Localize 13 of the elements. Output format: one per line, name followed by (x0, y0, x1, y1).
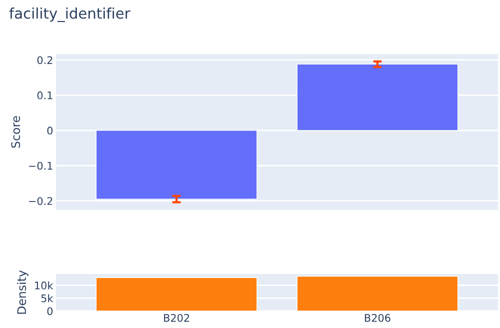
y-tick-label: 0 (47, 126, 53, 135)
x-tick-label: B202 (164, 314, 190, 322)
y-tick-label: 0.2 (37, 56, 52, 64)
y-axis-title: Density (16, 270, 28, 314)
y-axis-title: Score (11, 116, 20, 148)
y-tick-label: 5k (41, 294, 54, 302)
y-tick-label: −0.1 (29, 162, 52, 170)
y-tick-label: 0 (47, 307, 53, 316)
chart-title: facility_identifier (9, 8, 130, 22)
x-tick-label: B206 (364, 314, 390, 322)
y-tick-label: 0.1 (37, 91, 52, 100)
y-tick-label: −0.2 (29, 197, 52, 205)
y-tick-label: 10k (35, 281, 54, 290)
